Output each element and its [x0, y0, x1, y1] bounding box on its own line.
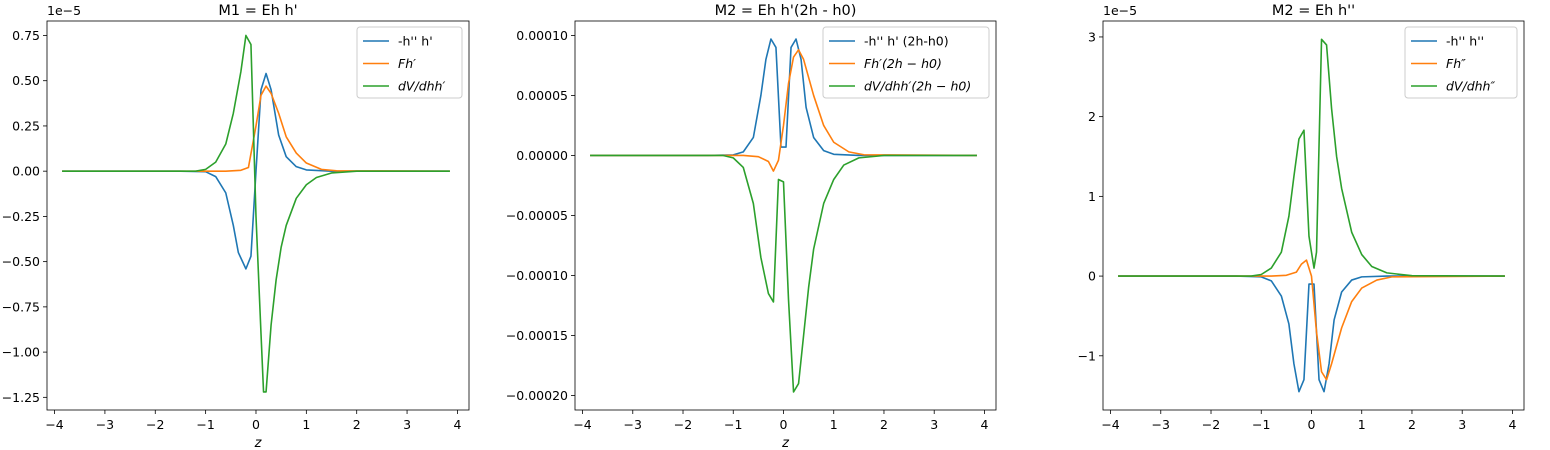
series-line-2 [1118, 259, 1505, 381]
x-tick-label: −4 [1101, 417, 1119, 432]
legend: -h'' h'' Fh″ dV/dhh″ [1404, 26, 1518, 99]
y-tick-label: −0.00005 [506, 208, 568, 223]
x-tick-label: −3 [1152, 417, 1170, 432]
x-tick-label: 4 [453, 417, 461, 432]
y-tick-label: −0.50 [2, 254, 40, 269]
y-tick-label: −0.75 [2, 299, 40, 314]
series-line-1 [1118, 275, 1505, 393]
x-tick-label: −3 [96, 417, 114, 432]
legend-entry: dV/dhh′ [398, 79, 445, 94]
y-tick-label: 0.00 [12, 164, 40, 179]
x-tick-label: 1 [830, 417, 838, 432]
x-tick-label: −1 [1252, 417, 1270, 432]
y-tick-label: 0.00010 [516, 28, 568, 43]
x-tick-label: 3 [403, 417, 411, 432]
series-line-3 [590, 154, 977, 393]
legend-box [822, 26, 990, 99]
legend-entry: Fh″ [1446, 56, 1466, 71]
y-tick-label: 2 [1088, 109, 1096, 124]
legend: -h'' h' Fh′ dV/dhh′ [356, 26, 463, 99]
legend-entry: dV/dhh′(2h − h0) [864, 79, 971, 94]
x-tick-label: 2 [353, 417, 361, 432]
axes-frame [1102, 20, 1525, 411]
x-tick-label: 4 [1508, 417, 1516, 432]
y-tick-label: −0.00015 [506, 328, 568, 343]
x-tick-label: 0 [780, 417, 788, 432]
y-tick-label: 0.00000 [516, 148, 568, 163]
x-tick-label: 2 [1408, 417, 1416, 432]
subplot-2: M2 = Eh h'(2h - h0) −4 −3 −2 −1 0 1 2 3 4 −0.00020… [506, 3, 997, 450]
x-tick-label: 3 [930, 417, 938, 432]
x-tick-label: −2 [1202, 417, 1220, 432]
y-tick-label: −0.00020 [506, 388, 568, 403]
x-tick-label: −1 [724, 417, 742, 432]
chart-title: M2 = Eh h'(2h - h0) [715, 3, 857, 19]
series-line-1 [590, 38, 977, 157]
x-tick-label: −2 [674, 417, 692, 432]
x-tick-label: 4 [980, 417, 988, 432]
x-tick-label: 0 [252, 417, 260, 432]
legend-entry: dV/dhh″ [1446, 79, 1495, 94]
legend-entry: -h'' h'' [1446, 34, 1484, 49]
x-tick-label: −1 [196, 417, 214, 432]
subplot-3: M2 = Eh h'' −4 −3 −2 −1 0 1 2 3 4 −1 0 1 2 3 1e−5 -h'' h… [1078, 3, 1525, 432]
x-tick-label: 0 [1308, 417, 1316, 432]
y-tick-label: 3 [1088, 29, 1096, 44]
legend: -h'' h' (2h-h0) Fh′(2h − h0) dV/dhh′(2h − … [822, 26, 990, 99]
y-tick-label: 0.00005 [516, 88, 568, 103]
y-offset-label: 1e−5 [1103, 3, 1137, 18]
y-tick-label: −0.00010 [506, 268, 568, 283]
y-tick-label: 0 [1088, 269, 1096, 284]
series-group [590, 38, 977, 393]
legend-entry: -h'' h' [398, 34, 433, 49]
y-offset-label: 1e−5 [47, 3, 81, 18]
series-line-2 [590, 49, 977, 172]
y-tick-label: −1.00 [2, 345, 40, 360]
chart-title: M2 = Eh h'' [1272, 3, 1355, 19]
x-tick-label: 2 [880, 417, 888, 432]
x-tick-label: 1 [1358, 417, 1366, 432]
y-tick-label: −1 [1078, 348, 1096, 363]
y-tick-label: 0.75 [12, 28, 40, 43]
legend-entry: Fh′(2h − h0) [864, 56, 942, 71]
legend-entry: -h'' h' (2h-h0) [864, 34, 949, 49]
y-tick-label: −0.25 [2, 209, 40, 224]
y-tick-label: 0.25 [12, 118, 40, 133]
chart-title: M1 = Eh h' [218, 3, 297, 19]
x-tick-label: 3 [1458, 417, 1466, 432]
x-tick-label: 1 [302, 417, 310, 432]
series-line-2 [62, 85, 450, 172]
y-tick-label: 1 [1088, 189, 1096, 204]
series-line-1 [62, 72, 450, 270]
series-group [62, 34, 450, 393]
legend-box [356, 26, 463, 99]
x-axis-label: z [254, 436, 263, 450]
x-tick-label: −2 [146, 417, 164, 432]
legend-entry: Fh′ [398, 56, 416, 71]
series-group [1118, 38, 1505, 393]
y-tick-label: 0.50 [12, 73, 40, 88]
x-axis-label: z [781, 436, 790, 450]
subplot-1: M1 = Eh h' −4 −3 −2 −1 0 1 2 3 4 −1.25 −1.00 −0.75 −0… [2, 3, 470, 450]
y-tick-label: −1.25 [2, 390, 40, 405]
series-line-3 [62, 34, 450, 393]
x-tick-label: −4 [45, 417, 63, 432]
legend-box [1404, 26, 1518, 99]
series-line-3 [1118, 38, 1505, 277]
axes-frame [46, 20, 470, 411]
x-tick-label: −4 [573, 417, 591, 432]
x-tick-label: −3 [624, 417, 642, 432]
